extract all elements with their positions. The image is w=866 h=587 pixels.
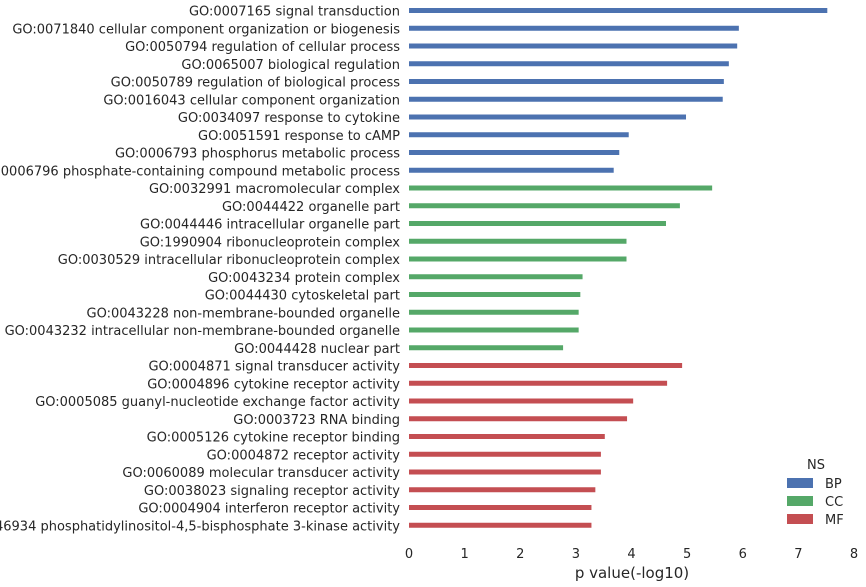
category-label: GO:0006796 phosphate-containing compound… <box>0 164 400 179</box>
category-label: GO:0004871 signal transducer activity <box>148 360 400 375</box>
bar-go-0044422 <box>409 203 680 209</box>
category-label: GO:0044446 intracellular organelle part <box>140 218 400 233</box>
legend-label-mf: MF <box>825 513 844 528</box>
x-tick-label: 0 <box>405 547 413 562</box>
legend-swatch-cc <box>787 496 813 506</box>
bar-go-0004896 <box>409 380 668 386</box>
bar-go-0043228 <box>409 309 579 315</box>
category-label: GO:0016043 cellular component organizati… <box>103 93 400 108</box>
bar-go-0034097 <box>409 114 687 120</box>
bar-go-0043234 <box>409 274 583 280</box>
bar-go-0032991 <box>409 185 713 191</box>
bar-go-0044430 <box>409 292 581 297</box>
category-label: GO:0065007 biological regulation <box>181 58 400 73</box>
legend-title: NS <box>807 458 825 473</box>
category-label: GO:0030529 intracellular ribonucleoprote… <box>58 253 401 268</box>
x-tick-label: 4 <box>627 547 635 562</box>
category-label: GO:0006793 phosphorus metabolic process <box>115 147 400 162</box>
category-label: GO:0034097 response to cytokine <box>178 111 400 126</box>
bar-go-0005085 <box>409 398 634 404</box>
legend-label-bp: BP <box>825 477 842 492</box>
category-label: GO:0071840 cellular component organizati… <box>12 22 400 37</box>
x-tick-labels-group: 0 1 2 3 4 5 6 7 8 <box>405 547 858 562</box>
bar-go-0003723 <box>409 416 628 422</box>
category-label: GO:0043234 protein complex <box>208 271 400 286</box>
bar-go-0007165 <box>409 8 828 13</box>
bar-go-0004871 <box>409 363 683 368</box>
bar-go-0044446 <box>409 221 666 226</box>
bar-go-0004872 <box>409 451 601 457</box>
x-axis-label: p value(-log10) <box>575 564 689 582</box>
bar-go-0016043 <box>409 96 723 102</box>
x-tick-label: 7 <box>794 547 802 562</box>
bar-go-0050789 <box>409 79 724 84</box>
legend-swatch-bp <box>787 478 813 488</box>
x-tick-label: 6 <box>739 547 747 562</box>
bar-go-0051591 <box>409 132 629 138</box>
category-label: GO:0044422 organelle part <box>222 200 400 215</box>
x-tick-label: 8 <box>850 547 858 562</box>
category-label: GO:0043228 non-membrane-bounded organell… <box>87 306 401 321</box>
legend-swatch-mf <box>787 514 813 524</box>
legend: NS BP CC MF <box>787 458 844 528</box>
category-label: GO:0004904 interferon receptor activity <box>138 502 400 517</box>
bar-go-0065007 <box>409 61 729 67</box>
category-label: GO:0060089 molecular transducer activity <box>122 466 400 481</box>
category-label: GO:0050789 regulation of biological proc… <box>111 76 401 91</box>
category-label: GO:0043232 intracellular non-membrane-bo… <box>5 324 400 339</box>
bar-go-0050794 <box>409 43 738 49</box>
x-tick-label: 1 <box>460 547 468 562</box>
category-label: GO:0044430 cytoskeletal part <box>205 289 400 304</box>
bar-go-1990904 <box>409 238 627 244</box>
bar-go-0006793 <box>409 150 620 155</box>
category-label: GO:0050794 regulation of cellular proces… <box>125 40 400 55</box>
legend-label-cc: CC <box>825 495 843 510</box>
category-labels-group: GO:0007165 signal transduction GO:0071840… <box>0 5 400 535</box>
category-label: GO:0046934 phosphatidylinositol-4,5-bisp… <box>0 519 400 534</box>
category-label: GO:0005126 cytokine receptor binding <box>147 431 400 446</box>
bar-go-0006796 <box>409 167 614 173</box>
bar-go-0038023 <box>409 487 596 493</box>
bar-go-0071840 <box>409 25 739 31</box>
bar-go-0005126 <box>409 434 605 439</box>
category-label: GO:0051591 response to cAMP <box>198 129 400 144</box>
bar-go-0060089 <box>409 469 601 475</box>
x-tick-label: 2 <box>516 547 524 562</box>
bar-go-0030529 <box>409 256 627 262</box>
bar-go-0004904 <box>409 505 592 510</box>
bars-group <box>409 8 828 528</box>
bar-go-0046934 <box>409 522 592 528</box>
category-label: GO:0003723 RNA binding <box>233 413 400 428</box>
category-label: GO:0005085 guanyl-nucleotide exchange fa… <box>35 395 400 410</box>
category-label: GO:0032991 macromolecular complex <box>149 182 400 197</box>
category-label: GO:0007165 signal transduction <box>189 5 400 20</box>
category-label: GO:1990904 ribonucleoprotein complex <box>140 235 401 250</box>
category-label: GO:0038023 signaling receptor activity <box>144 484 400 499</box>
x-tick-label: 3 <box>572 547 580 562</box>
x-tick-label: 5 <box>683 547 691 562</box>
category-label: GO:0044428 nuclear part <box>234 342 400 357</box>
bar-go-0044428 <box>409 345 564 351</box>
bar-go-0043232 <box>409 327 579 333</box>
category-label: GO:0004896 cytokine receptor activity <box>147 377 400 392</box>
category-label: GO:0004872 receptor activity <box>207 448 401 463</box>
